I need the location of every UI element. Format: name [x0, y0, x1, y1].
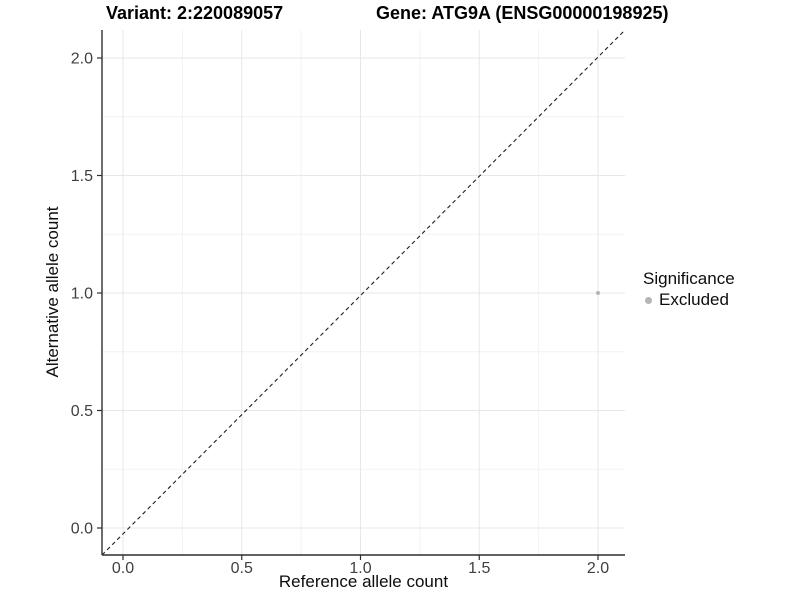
y-tick-label: 1.0	[71, 286, 93, 303]
x-tick-label: 2.0	[587, 560, 609, 577]
y-tick-label: 0.5	[71, 403, 93, 420]
legend: Significance Excluded	[640, 268, 735, 310]
identity-line	[101, 29, 626, 556]
x-tick-label: 0.0	[112, 560, 134, 577]
x-tick-label: 0.5	[231, 560, 253, 577]
x-tick-label: 1.5	[468, 560, 490, 577]
legend-title: Significance	[643, 269, 735, 288]
y-axis-title: Alternative allele count	[43, 206, 62, 378]
legend-entry-label: Excluded	[659, 290, 729, 309]
x-axis-title: Reference allele count	[278, 572, 449, 591]
plot-title-gene: Gene: ATG9A (ENSG00000198925)	[376, 3, 669, 23]
data-point	[596, 291, 600, 295]
y-tick-label: 2.0	[71, 51, 93, 68]
legend-entry-excluded: Excluded	[640, 290, 735, 310]
y-tick-label: 0.0	[71, 521, 93, 538]
x-tick-label: 1.0	[349, 560, 371, 577]
y-tick-label: 1.5	[71, 168, 93, 185]
legend-point-icon	[645, 296, 652, 304]
plot-title-variant: Variant: 2:220089057	[106, 3, 284, 23]
